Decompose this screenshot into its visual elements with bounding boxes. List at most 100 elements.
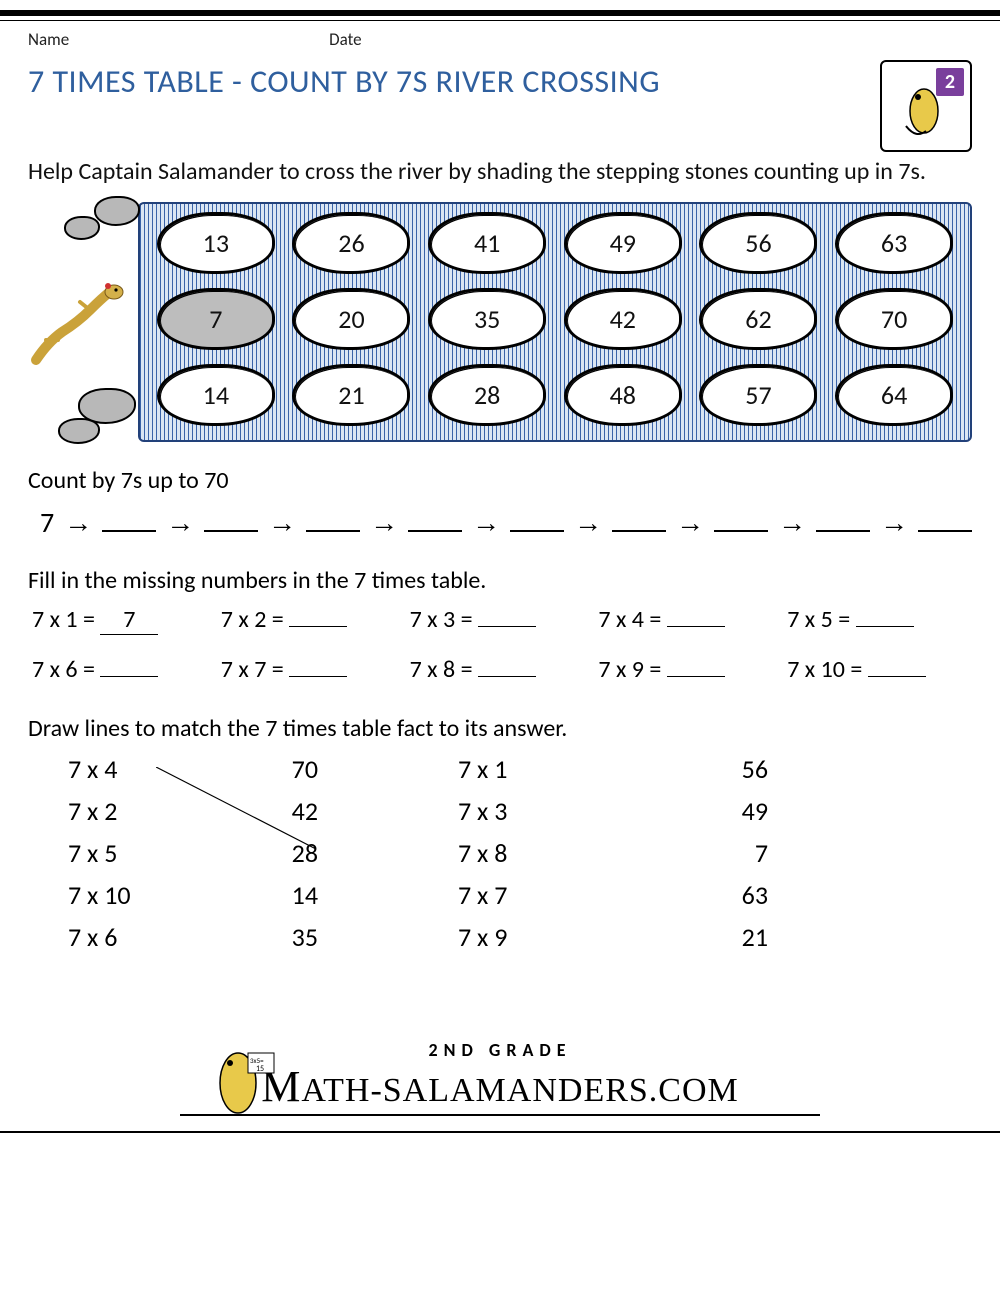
count-blank xyxy=(408,508,462,532)
stepping-stone: 48 xyxy=(564,364,682,426)
grade-badge: 2 xyxy=(936,68,964,96)
count-blank xyxy=(510,508,564,532)
fill-item: 7 x 2 = xyxy=(221,605,402,635)
count-start: 7 xyxy=(40,505,54,540)
fill-label: Fill in the missing numbers in the 7 tim… xyxy=(28,566,972,595)
stepping-stone: 63 xyxy=(835,212,953,274)
stepping-stone: 41 xyxy=(428,212,546,274)
arrow-icon: → xyxy=(370,507,398,539)
match-section: 7 x 4707 x 156 7 x 2427 x 349 7 x 5287 x 8… xyxy=(28,753,972,953)
stepping-stone: 70 xyxy=(835,288,953,350)
match-fact: 7 x 5 xyxy=(68,837,208,869)
arrow-icon: → xyxy=(676,507,704,539)
match-answer: 7 xyxy=(598,837,768,869)
stepping-stone: 62 xyxy=(699,288,817,350)
rock-icon xyxy=(64,216,100,240)
count-blank xyxy=(306,508,360,532)
answer-blank[interactable] xyxy=(868,676,926,677)
match-fact: 7 x 8 xyxy=(378,837,598,869)
answer-blank[interactable]: 7 xyxy=(100,605,158,635)
stepping-stone: 64 xyxy=(835,364,953,426)
fill-grid: 7 x 1 = 7 7 x 2 = 7 x 3 = 7 x 4 = 7 x 5 =… xyxy=(32,605,968,684)
stepping-stone: 42 xyxy=(564,288,682,350)
stepping-stone: 20 xyxy=(292,288,410,350)
river-crossing: 13 26 41 49 56 63 7 20 35 42 62 70 14 21 28 48 57 64 xyxy=(28,202,972,442)
fill-item: 7 x 7 = xyxy=(221,655,402,684)
answer-blank[interactable] xyxy=(289,626,347,627)
count-blank xyxy=(204,508,258,532)
match-answer: 63 xyxy=(598,879,768,911)
match-answer: 14 xyxy=(208,879,378,911)
match-answer: 70 xyxy=(208,753,378,785)
logo: 2 xyxy=(880,60,972,152)
match-fact: 7 x 7 xyxy=(378,879,598,911)
stepping-stone: 49 xyxy=(564,212,682,274)
svg-text:15: 15 xyxy=(256,1064,264,1074)
answer-blank[interactable] xyxy=(289,676,347,677)
footer: 3x5= 15 2ND GRADE MATH-SALAMANDERS.COM xyxy=(0,1023,1000,1133)
answer-blank[interactable] xyxy=(478,676,536,677)
count-label: Count by 7s up to 70 xyxy=(28,466,972,495)
arrow-icon: → xyxy=(268,507,296,539)
fill-item: 7 x 8 = xyxy=(410,655,591,684)
fill-item: 7 x 1 = 7 xyxy=(32,605,213,635)
stepping-stone: 7 xyxy=(157,288,275,350)
count-blank xyxy=(612,508,666,532)
count-sequence: 7 → → → → → → → → → xyxy=(40,505,972,540)
page-title: 7 TIMES TABLE - COUNT BY 7S RIVER CROSSI… xyxy=(28,62,660,101)
date-label: Date xyxy=(329,29,361,50)
stepping-stone: 13 xyxy=(157,212,275,274)
fill-item: 7 x 6 = xyxy=(32,655,213,684)
fill-item: 7 x 9 = xyxy=(598,655,779,684)
arrow-icon: → xyxy=(166,507,194,539)
rock-icon xyxy=(94,196,140,226)
stepping-stone: 14 xyxy=(157,364,275,426)
match-fact: 7 x 9 xyxy=(378,921,598,953)
arrow-icon: → xyxy=(574,507,602,539)
count-blank xyxy=(714,508,768,532)
name-label: Name xyxy=(28,29,69,50)
count-blank xyxy=(918,508,972,532)
match-answer: 35 xyxy=(208,921,378,953)
fill-item: 7 x 10 = xyxy=(787,655,968,684)
footer-grade: 2ND GRADE xyxy=(428,1039,571,1061)
match-fact: 7 x 10 xyxy=(68,879,208,911)
salamander-icon xyxy=(28,282,138,372)
answer-blank[interactable] xyxy=(478,626,536,627)
count-blank xyxy=(102,508,156,532)
count-blank xyxy=(816,508,870,532)
match-answer: 56 xyxy=(598,753,768,785)
stepping-stone: 21 xyxy=(292,364,410,426)
match-fact: 7 x 6 xyxy=(68,921,208,953)
rock-icon xyxy=(58,418,100,444)
answer-blank[interactable] xyxy=(667,676,725,677)
match-answer: 42 xyxy=(208,795,378,827)
match-answer: 21 xyxy=(598,921,768,953)
answer-blank[interactable] xyxy=(667,626,725,627)
fill-item: 7 x 5 = xyxy=(787,605,968,635)
match-fact: 7 x 1 xyxy=(378,753,598,785)
stepping-stone: 35 xyxy=(428,288,546,350)
arrow-icon: → xyxy=(472,507,500,539)
arrow-icon: → xyxy=(880,507,908,539)
stepping-stone: 28 xyxy=(428,364,546,426)
arrow-icon: → xyxy=(64,507,92,539)
match-label: Draw lines to match the 7 times table fa… xyxy=(28,714,972,743)
intro-text: Help Captain Salamander to cross the riv… xyxy=(28,156,972,188)
answer-blank[interactable] xyxy=(856,626,914,627)
match-fact: 7 x 3 xyxy=(378,795,598,827)
match-fact: 7 x 2 xyxy=(68,795,208,827)
stepping-stone: 26 xyxy=(292,212,410,274)
stepping-stone: 57 xyxy=(699,364,817,426)
footer-site: MATH-SALAMANDERS.COM xyxy=(261,1061,739,1112)
fill-item: 7 x 4 = xyxy=(598,605,779,635)
match-fact: 7 x 4 xyxy=(68,753,208,785)
header-line: Name Date xyxy=(28,29,972,50)
footer-salamander-icon: 3x5= 15 xyxy=(200,1033,280,1123)
answer-blank[interactable] xyxy=(100,676,158,677)
fill-item: 7 x 3 = xyxy=(410,605,591,635)
arrow-icon: → xyxy=(778,507,806,539)
match-answer: 49 xyxy=(598,795,768,827)
match-answer: 28 xyxy=(208,837,378,869)
stepping-stone: 56 xyxy=(699,212,817,274)
